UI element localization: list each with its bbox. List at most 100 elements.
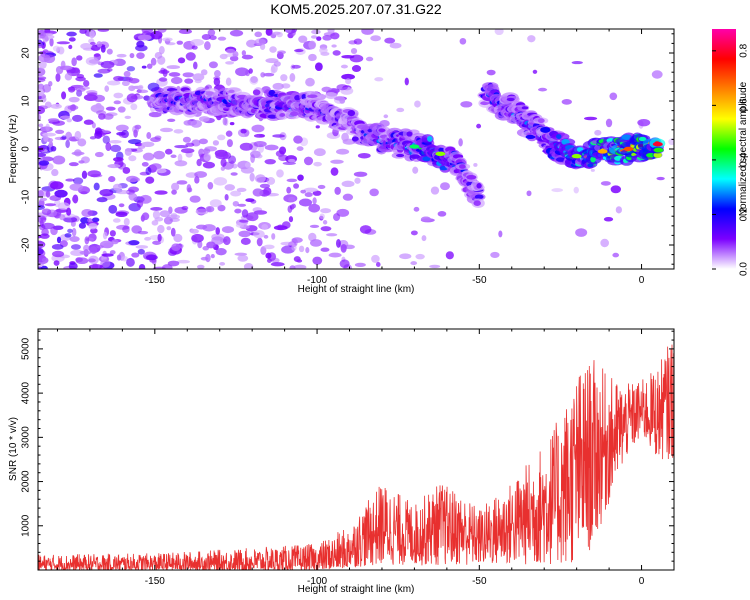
- noise-blob: [56, 41, 71, 45]
- noise-blob: [62, 213, 76, 219]
- noise-blob: [141, 65, 147, 69]
- noise-blob: [81, 209, 93, 217]
- noise-blob: [83, 79, 90, 87]
- noise-blob: [225, 130, 233, 137]
- noise-blob: [38, 152, 47, 158]
- noise-blob: [313, 148, 326, 157]
- noise-blob: [39, 197, 48, 202]
- noise-blob: [113, 75, 124, 82]
- noise-blob: [171, 182, 180, 191]
- noise-blob: [158, 77, 168, 82]
- noise-blob: [191, 233, 204, 243]
- noise-blob: [126, 66, 136, 72]
- noise-blob: [57, 202, 70, 211]
- noise-blob: [187, 187, 193, 193]
- noise-blob: [319, 47, 328, 54]
- noise-blob: [312, 256, 323, 265]
- y-tick-label: 10: [21, 95, 32, 107]
- y-tick-label: 5000: [21, 337, 32, 360]
- x-tick-label: -50: [472, 576, 487, 587]
- noise-blob: [205, 253, 211, 263]
- noise-blob: [269, 46, 277, 53]
- noise-blob: [152, 210, 161, 220]
- noise-blob: [170, 227, 176, 237]
- noise-blob: [65, 139, 70, 149]
- ridge-core: [621, 134, 632, 140]
- noise-blob: [260, 72, 266, 78]
- noise-blob: [94, 127, 102, 135]
- noise-blob: [305, 247, 310, 254]
- noise-blob: [64, 233, 72, 238]
- noise-blob: [259, 183, 271, 189]
- noise-blob: [353, 171, 368, 177]
- noise-blob: [68, 86, 76, 93]
- noise-blob: [351, 65, 362, 73]
- noise-blob: [287, 158, 296, 163]
- x-tick-label: 0: [639, 576, 645, 587]
- noise-blob: [59, 115, 71, 120]
- noise-blob: [341, 180, 355, 187]
- noise-blob: [289, 265, 296, 269]
- noise-blob: [375, 261, 381, 268]
- noise-blob: [55, 129, 65, 134]
- ridge-core: [476, 183, 482, 189]
- noise-blob: [151, 220, 159, 226]
- ridge-core: [347, 110, 356, 117]
- noise-blob: [303, 187, 318, 193]
- noise-blob: [317, 184, 326, 189]
- noise-blob: [413, 206, 420, 212]
- ridge-core: [537, 118, 545, 124]
- x-tick-label: 0: [639, 275, 645, 286]
- noise-blob: [354, 262, 366, 268]
- noise-blob: [272, 82, 284, 90]
- spectrogram-x-ticks: -150 -100 -50 0: [56, 29, 675, 286]
- colorbar-gradient: [712, 29, 736, 269]
- noise-blob: [486, 69, 496, 76]
- ridge-core: [473, 200, 481, 206]
- noise-blob: [204, 41, 211, 51]
- noise-blob: [609, 92, 618, 101]
- noise-blob: [253, 230, 265, 239]
- noise-blob: [312, 197, 317, 205]
- ridge-peak: [623, 146, 634, 152]
- noise-blob: [221, 226, 235, 234]
- noise-blob: [157, 233, 162, 242]
- noise-blob: [305, 77, 315, 87]
- noise-blob: [476, 123, 482, 129]
- noise-blob: [320, 208, 332, 214]
- noise-blob: [272, 134, 285, 138]
- noise-blob: [100, 259, 111, 268]
- noise-blob: [222, 117, 228, 126]
- noise-blob: [159, 210, 171, 218]
- noise-blob: [526, 190, 532, 197]
- noise-blob: [320, 226, 332, 232]
- noise-blob: [55, 73, 61, 82]
- y-tick-label: -20: [21, 237, 32, 252]
- noise-blob: [212, 140, 220, 146]
- noise-blob: [183, 120, 193, 126]
- noise-blob: [59, 65, 73, 71]
- noise-blob: [194, 176, 200, 184]
- noise-blob: [236, 187, 247, 192]
- noise-blob: [126, 93, 138, 103]
- noise-blob: [38, 262, 44, 268]
- ridge-core: [540, 126, 551, 133]
- noise-blob: [50, 145, 57, 152]
- noise-blob: [45, 190, 51, 198]
- noise-blob: [158, 45, 165, 55]
- noise-blob: [154, 135, 162, 140]
- noise-blob: [176, 180, 188, 185]
- noise-blob: [252, 188, 264, 197]
- noise-blob: [272, 31, 281, 36]
- noise-blob: [38, 106, 46, 115]
- noise-blob: [93, 73, 103, 78]
- noise-blob: [303, 156, 314, 166]
- noise-blob: [124, 115, 132, 119]
- noise-blob: [314, 62, 323, 72]
- colorbar-tick-label: 0.2: [739, 207, 750, 221]
- noise-blob: [244, 162, 251, 168]
- noise-blob: [166, 226, 172, 231]
- noise-blob: [190, 38, 204, 46]
- noise-blob: [224, 184, 236, 191]
- ridge-core: [289, 111, 299, 116]
